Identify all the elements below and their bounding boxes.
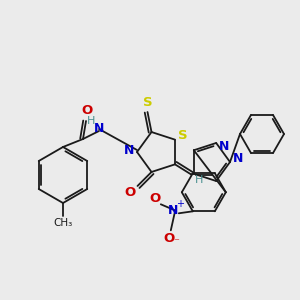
Text: O: O [81, 104, 93, 118]
Text: O: O [124, 187, 135, 200]
Text: ⁻: ⁻ [173, 237, 179, 247]
Text: S: S [143, 95, 152, 109]
Text: H: H [195, 175, 203, 185]
Text: CH₃: CH₃ [53, 218, 73, 228]
Text: +: + [176, 199, 184, 209]
Text: S: S [178, 129, 188, 142]
Text: N: N [94, 122, 104, 136]
Text: N: N [168, 204, 178, 217]
Text: N: N [124, 143, 134, 157]
Text: O: O [149, 192, 160, 205]
Text: N: N [219, 140, 230, 154]
Text: O: O [163, 232, 174, 245]
Text: H: H [87, 116, 95, 126]
Text: N: N [233, 152, 243, 164]
